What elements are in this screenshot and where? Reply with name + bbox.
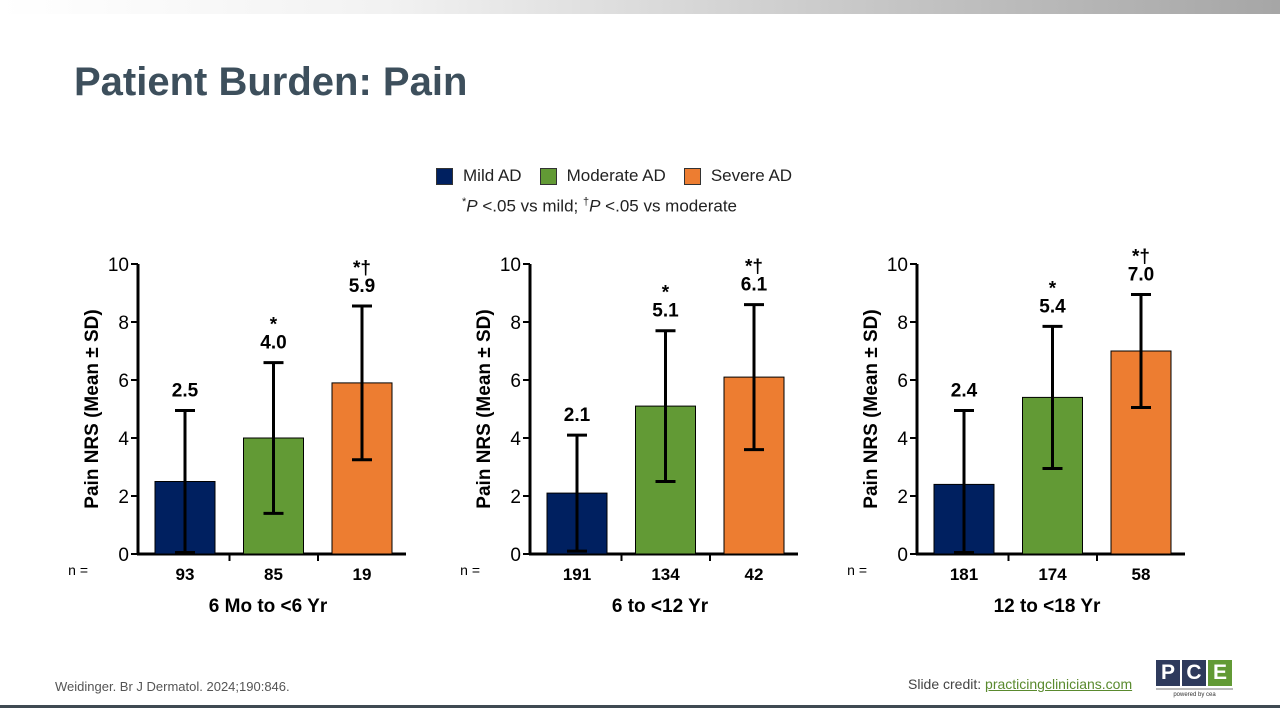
logo-letter: C xyxy=(1182,660,1206,686)
significance-marker: * xyxy=(662,283,670,304)
legend-item-moderate: Moderate AD xyxy=(539,166,666,186)
logo-letter: E xyxy=(1208,660,1232,686)
significance-marker: *† xyxy=(1132,246,1150,267)
group-title: 12 to <18 Yr xyxy=(994,596,1101,617)
y-tick-label: 4 xyxy=(118,429,129,450)
chart-legend: Mild AD Moderate AD Severe AD xyxy=(436,166,792,186)
citation: Weidinger. Br J Dermatol. 2024;190:846. xyxy=(55,679,290,694)
legend-swatch xyxy=(436,167,453,185)
n-value: 134 xyxy=(651,565,680,584)
legend-label: Severe AD xyxy=(710,166,793,185)
n-value: 93 xyxy=(176,565,195,584)
y-tick-label: 8 xyxy=(897,313,908,334)
credit-label: Slide credit: xyxy=(908,676,986,692)
legend-swatch xyxy=(683,167,701,185)
data-label: 2.4 xyxy=(951,380,978,401)
significance-marker: * xyxy=(270,315,278,336)
bottom-rule xyxy=(0,705,1280,708)
n-value: 58 xyxy=(1132,565,1151,584)
legend-swatch xyxy=(539,167,557,185)
note-p: P xyxy=(466,196,478,216)
y-tick-label: 6 xyxy=(118,371,129,392)
note-symbol: * xyxy=(462,196,467,208)
y-tick-label: 8 xyxy=(510,313,521,334)
data-label: 5.4 xyxy=(1039,296,1066,317)
n-label: n = xyxy=(847,562,867,578)
y-tick-label: 10 xyxy=(500,255,521,276)
n-value: 191 xyxy=(563,565,591,584)
n-value: 85 xyxy=(264,565,283,584)
n-label: n = xyxy=(460,562,480,578)
note-text: <.05 vs moderate xyxy=(600,196,738,216)
y-tick-label: 10 xyxy=(887,255,908,276)
y-tick-label: 2 xyxy=(118,487,129,508)
significance-note: *P <.05 vs mild; †P <.05 vs moderate xyxy=(462,196,737,217)
data-label: 5.9 xyxy=(349,276,375,297)
slide-credit: Slide credit: practicingclinicians.com xyxy=(908,676,1132,692)
y-tick-label: 6 xyxy=(897,371,908,392)
logo-letter: P xyxy=(1156,660,1180,686)
significance-marker: * xyxy=(1049,278,1057,299)
note-p: P xyxy=(589,196,601,216)
n-value: 42 xyxy=(745,565,764,584)
y-tick-label: 0 xyxy=(118,545,129,566)
page-title: Patient Burden: Pain xyxy=(74,60,468,104)
data-label: 4.0 xyxy=(260,333,286,354)
y-tick-label: 10 xyxy=(108,255,129,276)
legend-label: Mild AD xyxy=(463,166,522,185)
data-label: 6.1 xyxy=(741,275,768,296)
data-label: 2.1 xyxy=(564,405,591,426)
y-tick-label: 8 xyxy=(118,313,129,334)
note-text: <.05 vs mild; xyxy=(477,196,583,216)
y-axis-label: Pain NRS (Mean ± SD) xyxy=(861,309,882,508)
n-label: n = xyxy=(68,562,88,578)
data-label: 7.0 xyxy=(1128,264,1154,285)
n-value: 19 xyxy=(353,565,372,584)
y-tick-label: 0 xyxy=(510,545,521,566)
legend-label: Moderate AD xyxy=(566,166,666,185)
legend-item-severe: Severe AD xyxy=(683,166,793,186)
y-tick-label: 2 xyxy=(510,487,521,508)
y-axis-label: Pain NRS (Mean ± SD) xyxy=(82,309,103,508)
y-tick-label: 4 xyxy=(897,429,908,450)
n-value: 174 xyxy=(1038,565,1067,584)
y-tick-label: 4 xyxy=(510,429,521,450)
legend-item-mild: Mild AD xyxy=(436,166,522,186)
logo-subtitle: powered by cea xyxy=(1173,692,1216,698)
data-label: 2.5 xyxy=(172,380,199,401)
y-tick-label: 2 xyxy=(897,487,908,508)
group-title: 6 Mo to <6 Yr xyxy=(209,596,328,617)
y-tick-label: 0 xyxy=(897,545,908,566)
significance-marker: *† xyxy=(745,257,763,278)
group-title: 6 to <12 Yr xyxy=(612,596,709,617)
data-label: 5.1 xyxy=(652,301,679,322)
n-value: 181 xyxy=(950,565,978,584)
y-axis-label: Pain NRS (Mean ± SD) xyxy=(474,309,495,508)
note-symbol: † xyxy=(582,196,590,208)
top-gradient-bar xyxy=(0,0,1280,14)
significance-marker: *† xyxy=(353,258,371,279)
credit-link[interactable]: practicingclinicians.com xyxy=(985,676,1133,692)
y-tick-label: 6 xyxy=(510,371,521,392)
